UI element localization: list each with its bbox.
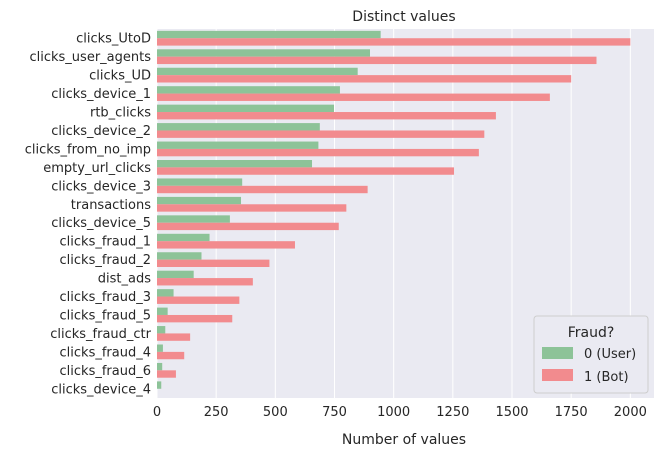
bar-rtb_clicks-user bbox=[157, 104, 335, 113]
bar-empty_url_clicks-user bbox=[157, 159, 313, 168]
x-axis-label: Number of values bbox=[342, 432, 466, 448]
legend-label-user: 0 (User) bbox=[584, 347, 636, 362]
y-tick-labels: clicks_UtoD clicks_user_agents clicks_UDcl… bbox=[25, 32, 152, 398]
bar-dist_ads-user bbox=[157, 270, 194, 279]
bar-clicks_user_agents-user bbox=[157, 49, 370, 57]
bar-dist_ads-bot bbox=[157, 278, 253, 286]
bar-clicks_fraud_4-user bbox=[157, 344, 163, 352]
bar-clicks_device_2-user bbox=[157, 123, 320, 131]
y-tick-label: clicks_UD bbox=[89, 69, 151, 84]
legend-swatch-user bbox=[542, 347, 573, 359]
legend-label-bot: 1 (Bot) bbox=[584, 370, 629, 385]
bar-clicks_fraud_2-bot bbox=[157, 259, 270, 268]
y-tick-label: empty_url_clicks bbox=[43, 161, 151, 176]
bar-clicks_device_4-user bbox=[157, 381, 162, 389]
y-tick-label: clicks_device_1 bbox=[51, 87, 151, 102]
bar-clicks_fraud_6-user bbox=[157, 362, 163, 371]
bar-clicks_UD-bot bbox=[157, 75, 572, 83]
bar-transactions-bot bbox=[157, 204, 347, 212]
bar-clicks_fraud_5-bot bbox=[157, 314, 233, 323]
bar-clicks_fraud_1-bot bbox=[157, 241, 295, 249]
bar-clicks_fraud_2-user bbox=[157, 252, 202, 260]
x-tick-label: 1000 bbox=[377, 405, 410, 420]
y-tick-label: transactions bbox=[71, 198, 151, 213]
bar-clicks_user_agents-bot bbox=[157, 56, 597, 65]
bars bbox=[157, 30, 631, 389]
bar-clicks_fraud_6-bot bbox=[157, 370, 176, 378]
y-tick-label: clicks_fraud_1 bbox=[60, 235, 151, 250]
bar-clicks_fraud_4-bot bbox=[157, 351, 185, 360]
bar-clicks_UtoD-user bbox=[157, 30, 381, 39]
bar-clicks_from_no_imp-user bbox=[157, 141, 319, 149]
x-tick-label: 1500 bbox=[495, 405, 528, 420]
x-tick-label: 1250 bbox=[436, 405, 469, 420]
y-tick-label: dist_ads bbox=[98, 272, 151, 287]
x-tick-label: 1750 bbox=[555, 405, 588, 420]
bar-clicks_UtoD-bot bbox=[157, 38, 631, 46]
bar-clicks_fraud_5-user bbox=[157, 307, 168, 315]
x-tick-labels: 0 250 500 750 1000 1250 1500 1750 2000 bbox=[153, 405, 647, 420]
bar-rtb_clicks-bot bbox=[157, 112, 496, 120]
y-tick-label: rtb_clicks bbox=[90, 106, 151, 121]
bar-clicks_fraud_ctr-bot bbox=[157, 333, 191, 341]
y-tick-label: clicks_user_agents bbox=[29, 50, 151, 65]
y-tick-label: clicks_fraud_4 bbox=[60, 345, 151, 360]
y-tick-label: clicks_from_no_imp bbox=[25, 142, 151, 157]
bar-empty_url_clicks-bot bbox=[157, 167, 455, 175]
y-tick-label: clicks_fraud_5 bbox=[60, 308, 151, 323]
y-tick-label: clicks_device_3 bbox=[51, 179, 151, 194]
bar-clicks_device_5-bot bbox=[157, 222, 339, 231]
legend-swatch-bot bbox=[542, 369, 573, 381]
y-tick-label: clicks_fraud_2 bbox=[60, 253, 151, 268]
bar-clicks_device_1-user bbox=[157, 86, 340, 94]
bar-clicks_from_no_imp-bot bbox=[157, 148, 479, 157]
y-tick-label: clicks_fraud_ctr bbox=[50, 327, 151, 342]
y-tick-label: clicks_fraud_3 bbox=[60, 290, 151, 305]
bar-clicks_device_3-bot bbox=[157, 185, 368, 194]
bar-clicks_fraud_3-user bbox=[157, 289, 174, 297]
bar-clicks_device_3-user bbox=[157, 178, 243, 186]
bar-clicks_fraud_3-bot bbox=[157, 296, 240, 304]
legend: Fraud? 0 (User) 1 (Bot) bbox=[533, 315, 649, 394]
bar-transactions-user bbox=[157, 196, 242, 205]
x-tick-label: 250 bbox=[204, 405, 229, 420]
x-tick-label: 750 bbox=[322, 405, 347, 420]
bar-clicks_device_2-bot bbox=[157, 130, 485, 138]
bar-clicks_fraud_1-user bbox=[157, 233, 210, 242]
y-tick-label: clicks_fraud_6 bbox=[60, 364, 151, 379]
legend-title: Fraud? bbox=[568, 325, 615, 341]
y-tick-label: clicks_UtoD bbox=[76, 32, 151, 47]
y-tick-label: clicks_device_2 bbox=[51, 124, 151, 139]
x-tick-label: 2000 bbox=[614, 405, 647, 420]
y-tick-label: clicks_device_5 bbox=[51, 216, 151, 231]
bar-clicks_device_1-bot bbox=[157, 93, 550, 101]
bar-clicks_UD-user bbox=[157, 67, 358, 76]
chart-title: Distinct values bbox=[352, 9, 455, 25]
x-tick-label: 0 bbox=[153, 405, 161, 420]
x-tick-label: 500 bbox=[263, 405, 288, 420]
bar-clicks_fraud_ctr-user bbox=[157, 326, 166, 334]
y-tick-label: clicks_device_4 bbox=[51, 382, 151, 397]
bar-clicks_device_5-user bbox=[157, 215, 230, 223]
